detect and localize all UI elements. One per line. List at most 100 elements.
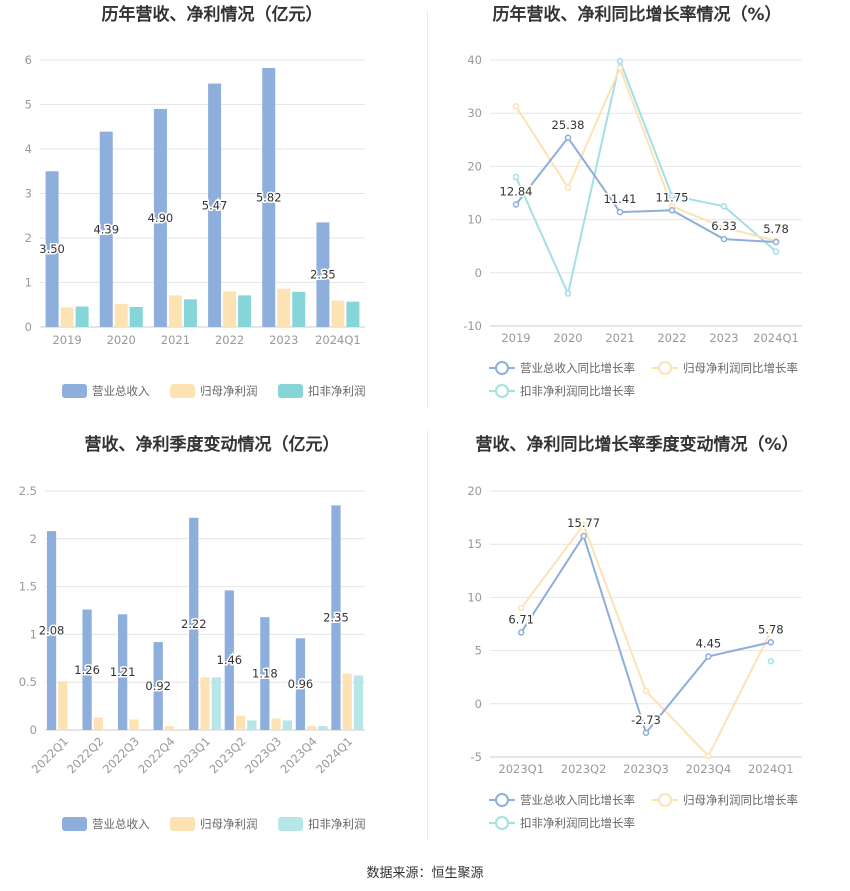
chart-annual-revenue-profit: 历年营收、净利情况（亿元） 0 1 2 3 4 5 6 2019 2020 2021 2022 2023… (0, 0, 425, 420)
x-tick-label: 2021 (161, 333, 190, 347)
bar-1 (164, 726, 175, 730)
series-point-2 (564, 290, 572, 297)
y-tick-label: 1 (25, 276, 32, 290)
bar-2 (238, 295, 252, 327)
bar-0 (262, 68, 276, 327)
bar-data-label: 0.92 (145, 679, 171, 693)
bar-1 (223, 291, 237, 327)
x-tick-label: 2023 (269, 333, 298, 347)
series-point-2 (512, 173, 520, 181)
legend-label: 营业总收入 (92, 384, 150, 398)
bar-data-label: 2.35 (310, 268, 336, 282)
y-tick-label: 2.5 (19, 484, 37, 498)
legend-label: 营业总收入 (92, 817, 150, 831)
series-line-0 (515, 136, 777, 244)
y-tick-label: 0 (475, 266, 482, 280)
line-data-label: 25.38 (552, 118, 585, 132)
series-point-1 (642, 687, 650, 695)
bar-data-label: 1.46 (217, 653, 243, 667)
bar-1 (331, 300, 345, 327)
series-point-1 (720, 224, 728, 231)
bar-1 (307, 726, 317, 730)
chart-quarterly-revenue-profit: 营收、净利季度变动情况（亿元） 0 0.5 1 1.5 2 2.5 2022Q1 2022Q2 2… (0, 425, 425, 855)
bar-0 (260, 617, 270, 730)
x-tick-label: 2022Q3 (100, 734, 142, 776)
series-line-1 (515, 65, 777, 242)
bar-1 (58, 681, 68, 730)
bar-0 (45, 171, 59, 327)
quarterly-line-chart-svg: 营收、净利同比增长率季度变动情况（%） -5 0 5 10 15 20 2023Q1 2023Q… (467, 434, 802, 830)
series-point-1 (767, 628, 775, 635)
chart-quarterly-growth-rate: 营收、净利同比增长率季度变动情况（%） -5 0 5 10 15 20 2023Q1 2023Q… (425, 425, 850, 855)
series-point-0 (705, 653, 712, 660)
bar-data-label: 5.47 (202, 198, 228, 212)
bar-1 (200, 677, 210, 730)
bar-0 (46, 531, 57, 730)
y-tick-label: 40 (467, 53, 482, 67)
bar-0 (316, 222, 330, 327)
legend-swatch (62, 817, 87, 831)
y-tick-label: 1.5 (19, 580, 37, 594)
y-tick-label: 1 (30, 627, 37, 641)
chart-1-group: 历年营收、净利同比增长率情况（%） -10 0 10 20 30 40 2019 2020 202… (463, 4, 802, 398)
line-data-label: 15.77 (567, 516, 600, 530)
line-data-label: 11.75 (656, 190, 689, 204)
series-point-1 (517, 604, 525, 612)
bar-2 (211, 677, 221, 730)
bar-data-label: 1.26 (74, 663, 100, 677)
series-point-2 (772, 248, 780, 255)
legend-label: 扣非净利润同比增长率 (520, 816, 635, 830)
series-point-0 (767, 639, 775, 646)
bar-2 (292, 291, 306, 327)
bar-0 (208, 83, 222, 328)
bar-2 (75, 306, 89, 327)
legend-marker (495, 384, 509, 398)
y-tick-label: 30 (467, 106, 482, 120)
line-data-label: 6.71 (508, 612, 534, 626)
y-tick-label: 5 (475, 644, 482, 658)
y-tick-label: 4 (25, 142, 32, 156)
line-data-label: 5.78 (763, 222, 789, 236)
x-tick-label: 2023 (709, 331, 738, 345)
vertical-divider-top (427, 10, 428, 408)
bar-0 (224, 590, 234, 730)
y-tick-label: 20 (467, 159, 482, 173)
legend-label: 归母净利润同比增长率 (683, 793, 798, 807)
series-point-1 (564, 184, 572, 191)
y-tick-label: 15 (467, 537, 482, 551)
legend-marker (495, 361, 509, 375)
y-tick-label: 0.5 (19, 675, 37, 689)
chart-title: 历年营收、净利情况（亿元） (102, 4, 323, 25)
series-point-2 (720, 203, 728, 210)
legend-marker (658, 361, 672, 375)
y-tick-label: 2 (25, 231, 32, 245)
legend-label: 归母净利润同比增长率 (683, 361, 798, 375)
x-tick-label: 2023Q2 (207, 734, 249, 776)
legend-marker (495, 816, 509, 830)
x-tick-label: 2023Q3 (623, 762, 669, 776)
line-data-label: -2.73 (631, 713, 661, 727)
bar-2 (318, 726, 328, 730)
series-point-1 (616, 64, 624, 72)
series-point-0 (720, 235, 728, 243)
bar-1 (93, 717, 103, 730)
series-point-1 (512, 103, 520, 110)
x-tick-label: 2023Q4 (686, 762, 732, 776)
y-tick-label: 6 (25, 53, 32, 67)
chart-title: 营收、净利季度变动情况（亿元） (85, 434, 340, 455)
bar-1 (342, 673, 352, 730)
y-tick-label: 0 (30, 723, 37, 737)
x-tick-label: 2023Q1 (171, 734, 213, 776)
bar-0 (189, 517, 199, 730)
bar-1 (168, 295, 182, 327)
bar-data-label: 4.90 (148, 211, 174, 225)
x-tick-label: 2019 (501, 331, 530, 345)
x-tick-label: 2024Q1 (313, 734, 355, 776)
legend-marker (495, 793, 509, 807)
x-tick-label: 2020 (107, 333, 136, 347)
quarterly-bar-chart-svg: 营收、净利季度变动情况（亿元）00.511.522.52022Q12022Q22… (19, 434, 366, 831)
x-tick-label: 2022Q2 (64, 734, 106, 776)
legend-label: 扣非净利润同比增长率 (520, 384, 635, 398)
legend-label: 归母净利润 (200, 817, 258, 831)
bar-2 (346, 301, 360, 327)
